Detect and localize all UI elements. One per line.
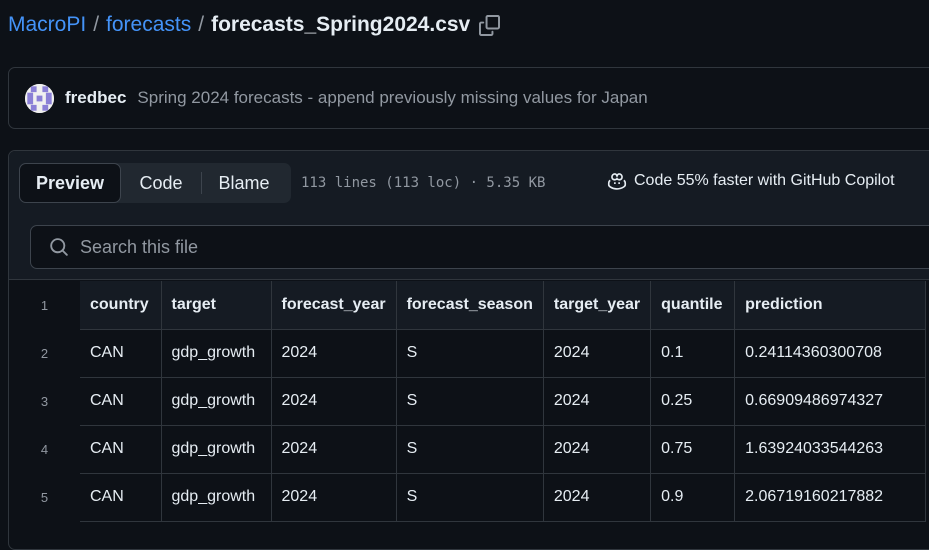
- line-number[interactable]: 3: [9, 377, 80, 425]
- table-cell: gdp_growth: [161, 425, 272, 474]
- table-cell: CAN: [80, 425, 162, 474]
- table-cell: 2024: [543, 473, 652, 522]
- table-cell: CAN: [80, 377, 162, 426]
- breadcrumb: MacroPI / forecasts / forecasts_Spring20…: [8, 10, 501, 40]
- line-number[interactable]: 2: [9, 329, 80, 377]
- line-number[interactable]: 4: [9, 425, 80, 473]
- table-cell: S: [396, 329, 544, 378]
- view-mode-segmented-control: Preview Code Blame: [19, 163, 291, 203]
- file-view-panel: Preview Code Blame 113 lines (113 loc) ·…: [8, 150, 929, 550]
- copilot-promo-text: Code 55% faster with GitHub Copilot: [634, 172, 895, 189]
- table-cell: gdp_growth: [161, 377, 272, 426]
- table-cell: 0.1: [650, 329, 736, 378]
- avatar[interactable]: [25, 83, 54, 113]
- tab-divider: [201, 172, 202, 194]
- table-cell: 2024: [543, 329, 652, 378]
- column-header-target-year: target_year: [543, 281, 652, 330]
- breadcrumb-repo-link[interactable]: MacroPI: [8, 13, 87, 36]
- table-cell: 0.66909486974327: [734, 377, 927, 426]
- table-cell: 2024: [271, 425, 397, 474]
- table-cell: 2.06719160217882: [734, 473, 927, 522]
- line-number[interactable]: 1: [9, 281, 80, 329]
- commit-author[interactable]: fredbec: [65, 88, 127, 107]
- line-number[interactable]: 5: [9, 473, 80, 521]
- table-cell: 2024: [543, 425, 652, 474]
- table-row: 4 CAN gdp_growth 2024 S 2024 0.75 1.6392…: [9, 425, 927, 474]
- table-row: 3 CAN gdp_growth 2024 S 2024 0.25 0.6690…: [9, 377, 927, 426]
- column-header-target: target: [161, 281, 272, 330]
- file-info: 113 lines (113 loc) · 5.35 KB: [301, 175, 546, 191]
- column-header-prediction: prediction: [734, 281, 927, 330]
- table-cell: gdp_growth: [161, 329, 272, 378]
- tab-blame[interactable]: Blame: [218, 172, 270, 193]
- breadcrumb-separator: /: [93, 13, 100, 36]
- commit-message[interactable]: Spring 2024 forecasts - append previousl…: [137, 88, 648, 107]
- file-search-box[interactable]: [30, 225, 929, 269]
- copy-path-icon[interactable]: [479, 14, 501, 36]
- file-header: Preview Code Blame 113 lines (113 loc) ·…: [9, 151, 929, 280]
- table-cell: S: [396, 377, 544, 426]
- search-input[interactable]: [80, 236, 880, 258]
- table-cell: CAN: [80, 473, 162, 522]
- latest-commit-box: fredbec Spring 2024 forecasts - append p…: [8, 67, 929, 129]
- column-header-quantile: quantile: [650, 281, 736, 330]
- tab-preview[interactable]: Preview: [19, 163, 121, 203]
- csv-table: 1 country target forecast_year forecast_…: [9, 281, 927, 522]
- table-row: 5 CAN gdp_growth 2024 S 2024 0.9 2.06719…: [9, 473, 927, 522]
- breadcrumb-folder-link[interactable]: forecasts: [106, 13, 192, 36]
- breadcrumb-separator: /: [198, 13, 205, 36]
- table-cell: 0.9: [650, 473, 736, 522]
- column-header-country: country: [80, 281, 162, 330]
- table-cell: gdp_growth: [161, 473, 272, 522]
- table-cell: 1.63924033544263: [734, 425, 927, 474]
- table-cell: 2024: [543, 377, 652, 426]
- table-header-row: 1 country target forecast_year forecast_…: [9, 281, 927, 330]
- column-header-forecast-season: forecast_season: [396, 281, 544, 330]
- table-cell: 0.25: [650, 377, 736, 426]
- table-cell: 0.75: [650, 425, 736, 474]
- table-row: 2 CAN gdp_growth 2024 S 2024 0.1 0.24114…: [9, 329, 927, 378]
- search-icon: [50, 238, 68, 256]
- table-cell: CAN: [80, 329, 162, 378]
- table-cell: 2024: [271, 473, 397, 522]
- table-cell: 0.24114360300708: [734, 329, 927, 378]
- column-header-forecast-year: forecast_year: [271, 281, 397, 330]
- copilot-icon: [607, 173, 627, 190]
- breadcrumb-file-name: forecasts_Spring2024.csv: [211, 13, 471, 36]
- table-cell: 2024: [271, 377, 397, 426]
- copilot-promo-link[interactable]: Code 55% faster with GitHub Copilot: [606, 171, 895, 191]
- table-cell: S: [396, 473, 544, 522]
- table-cell: 2024: [271, 329, 397, 378]
- table-cell: S: [396, 425, 544, 474]
- tab-code[interactable]: Code: [139, 172, 183, 193]
